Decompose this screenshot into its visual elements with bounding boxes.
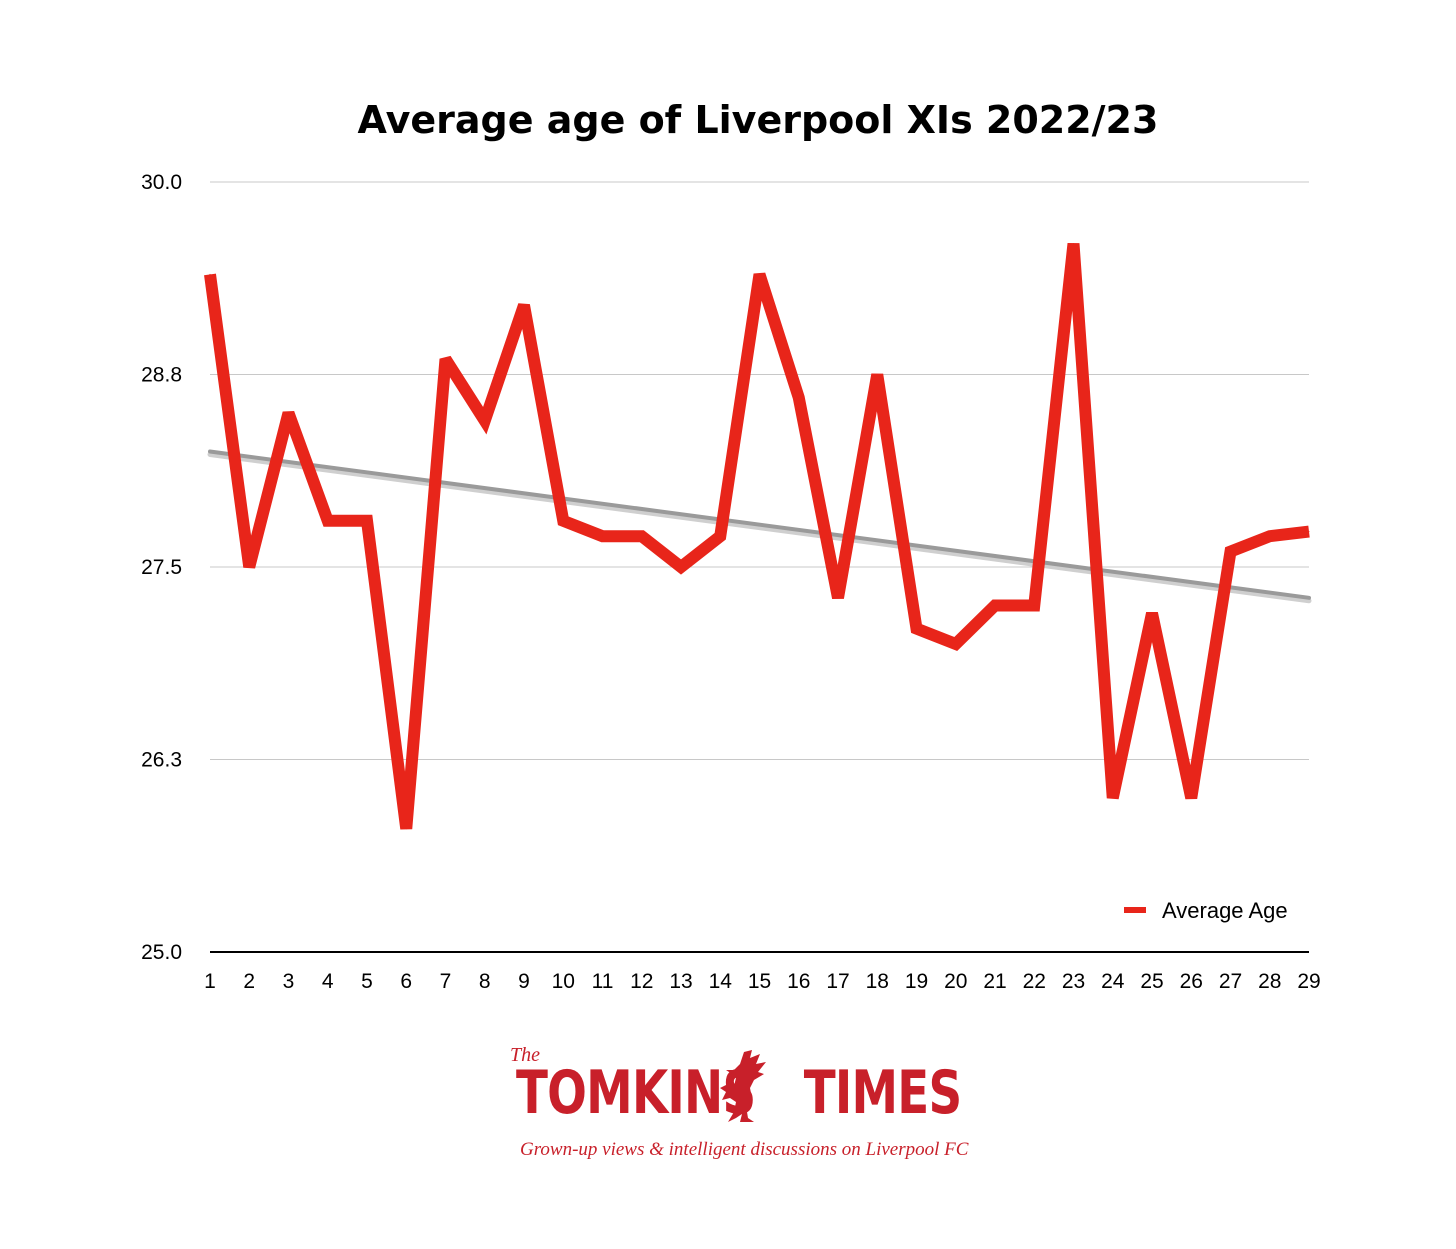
data-point [1308, 531, 1310, 533]
data-point [562, 520, 564, 522]
data-point [1269, 535, 1271, 537]
data-point [916, 628, 917, 630]
x-tick-label: 20 [944, 970, 967, 993]
x-tick-label: 26 [1180, 970, 1203, 993]
data-point [445, 358, 446, 360]
data-point [955, 643, 957, 645]
x-tick-label: 16 [787, 970, 810, 993]
liverbird-icon [720, 1050, 766, 1122]
x-tick-label: 14 [709, 970, 733, 993]
x-tick-label: 15 [748, 970, 771, 993]
data-point [994, 605, 996, 606]
x-tick-label: 29 [1297, 970, 1320, 993]
line-chart: Average age of Liverpool XIs 2022/23 30.… [141, 98, 1321, 993]
data-point [1112, 797, 1114, 799]
x-tick-label: 27 [1219, 970, 1242, 993]
data-point [759, 273, 760, 275]
legend: Average Age [1124, 898, 1288, 923]
logo-name-left: TOMKINS [516, 1058, 756, 1128]
x-tick-label: 8 [479, 970, 491, 993]
x-tick-label: 17 [826, 970, 849, 993]
data-point [680, 566, 682, 568]
data-point [288, 412, 289, 414]
legend-label: Average Age [1162, 898, 1288, 923]
x-tick-label: 11 [592, 970, 614, 993]
data-point [798, 397, 800, 399]
data-point [209, 273, 211, 275]
chart-title: Average age of Liverpool XIs 2022/23 [358, 98, 1159, 142]
x-tick-label: 22 [1023, 970, 1046, 993]
x-axis-tick-labels: 1 2 3 4 5 6 7 8 9 10 11 12 13 14 15 16 17 18 19 20 21 22 23 24 2… [204, 970, 1321, 993]
x-tick-label: 9 [518, 970, 530, 993]
series-line-average-age [204, 242, 1310, 830]
data-point [876, 374, 878, 375]
data-point [719, 535, 721, 537]
data-point [405, 828, 407, 830]
x-tick-label: 1 [204, 970, 216, 993]
tomkins-times-logo: The TOMKINS TIMES Grown-up views & intell… [500, 1040, 968, 1170]
x-tick-label: 4 [322, 970, 334, 993]
trendline [207, 449, 1312, 604]
x-tick-label: 24 [1101, 970, 1125, 993]
data-point [1230, 551, 1231, 553]
x-tick-label: 2 [243, 970, 255, 993]
data-point [484, 420, 486, 422]
y-tick-label: 28.8 [141, 364, 182, 387]
x-tick-label: 13 [669, 970, 692, 993]
x-tick-label: 5 [361, 970, 373, 993]
x-tick-label: 28 [1258, 970, 1281, 993]
y-tick-label: 27.5 [141, 556, 182, 579]
trendline-line [208, 449, 1311, 600]
data-point [327, 520, 329, 522]
data-point [523, 304, 525, 306]
x-tick-label: 18 [866, 970, 889, 993]
y-tick-label: 26.3 [141, 749, 182, 772]
x-tick-label: 10 [552, 970, 575, 993]
y-tick-label: 25.0 [141, 941, 182, 964]
x-tick-label: 6 [400, 970, 412, 993]
data-point [248, 566, 250, 568]
logo-wordmark: TOMKINS TIMES [516, 1058, 962, 1128]
trendline-shadow [207, 452, 1312, 604]
y-tick-label: 30.0 [141, 171, 182, 194]
logo-the: The [510, 1044, 540, 1066]
data-point [1033, 605, 1035, 606]
x-tick-label: 7 [440, 970, 452, 993]
data-point [1151, 612, 1153, 614]
x-tick-label: 21 [983, 970, 1006, 993]
x-tick-label: 25 [1140, 970, 1163, 993]
logo-name-right: TIMES [803, 1058, 962, 1128]
data-point [1073, 243, 1074, 245]
logo-tagline: Grown-up views & intelligent discussions… [520, 1139, 969, 1160]
y-axis-tick-labels: 30.0 28.8 27.5 26.3 25.0 [141, 171, 182, 964]
x-tick-label: 3 [283, 970, 295, 993]
data-point [602, 535, 603, 537]
data-point [837, 597, 839, 599]
x-tick-label: 19 [905, 970, 928, 993]
series-lines [204, 242, 1310, 830]
x-tick-label: 12 [630, 970, 653, 993]
x-tick-label: 23 [1062, 970, 1085, 993]
data-point [1190, 797, 1192, 799]
data-point [366, 520, 368, 522]
data-point [641, 535, 643, 537]
